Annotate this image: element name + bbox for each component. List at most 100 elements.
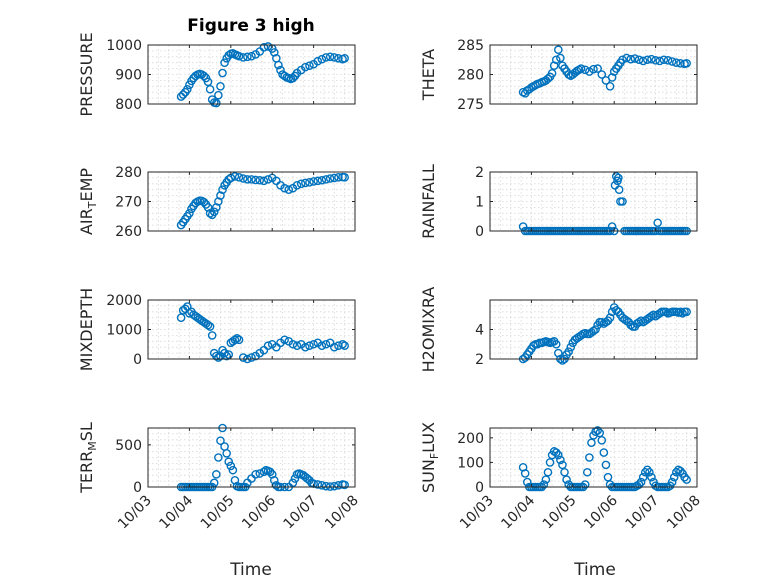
data-point <box>582 467 592 477</box>
data-point <box>183 84 192 94</box>
data-point <box>329 53 339 62</box>
subplot-5: 0 1000 2000 MIXDEPTH <box>77 288 356 371</box>
data-point <box>255 175 265 185</box>
data-point <box>597 317 607 327</box>
y-tick-label: 2000 <box>106 293 142 309</box>
data-point <box>667 477 677 487</box>
data-point <box>607 307 617 317</box>
data-point <box>207 331 217 340</box>
data-point <box>334 481 343 490</box>
data-point <box>247 175 256 184</box>
data-point <box>305 341 314 351</box>
axes-box <box>147 427 356 488</box>
series-markers <box>176 172 349 230</box>
data-point <box>643 55 652 65</box>
data-point <box>340 480 349 490</box>
data-point <box>176 313 186 323</box>
data-point <box>317 54 327 64</box>
data-point <box>214 90 223 100</box>
data-point <box>593 64 602 73</box>
data-point <box>587 438 596 448</box>
data-point <box>191 71 200 81</box>
data-point <box>209 478 219 488</box>
data-point <box>280 335 289 345</box>
data-point <box>251 175 260 185</box>
data-point <box>634 55 644 65</box>
data-point <box>595 428 605 438</box>
data-point <box>325 174 335 183</box>
data-point <box>218 68 227 78</box>
data-point <box>547 69 557 78</box>
data-point <box>539 480 549 489</box>
y-tick-label: 900 <box>115 68 142 84</box>
data-point <box>651 56 660 65</box>
data-point <box>541 475 551 484</box>
y-tick-label: 1000 <box>106 38 142 54</box>
data-point <box>543 467 553 477</box>
data-point <box>562 475 571 484</box>
data-point <box>334 341 343 351</box>
data-point <box>661 307 671 317</box>
data-point <box>589 326 598 336</box>
data-point <box>334 53 343 63</box>
data-point <box>199 197 209 207</box>
data-point <box>305 61 314 70</box>
y-tick-label: 800 <box>115 97 142 113</box>
x-axis-label-right: Time <box>573 560 616 580</box>
y-tick-label: 4 <box>475 323 484 339</box>
data-point <box>212 351 221 361</box>
data-point <box>622 53 631 63</box>
data-point <box>614 185 624 194</box>
data-point <box>222 448 231 458</box>
data-point <box>672 58 681 68</box>
data-point <box>618 55 627 65</box>
data-point <box>321 339 331 349</box>
data-point <box>329 173 339 183</box>
data-point <box>653 218 662 228</box>
y-tick-label: 500 <box>115 438 142 454</box>
data-point <box>216 82 225 91</box>
data-point <box>580 480 590 489</box>
data-point <box>329 481 339 491</box>
data-point <box>580 65 590 75</box>
y-tick-label: 280 <box>457 68 484 84</box>
data-point <box>216 436 225 445</box>
data-point <box>551 339 561 349</box>
data-point <box>340 53 349 63</box>
y-tick-label: 285 <box>457 38 484 54</box>
data-point <box>682 475 691 484</box>
data-point <box>309 339 318 349</box>
data-point <box>655 56 665 66</box>
data-point <box>614 173 623 183</box>
data-point <box>334 173 343 182</box>
data-point <box>676 466 685 476</box>
data-point <box>321 53 331 62</box>
data-point <box>238 53 248 62</box>
data-point <box>566 342 576 352</box>
data-point <box>638 56 648 66</box>
data-point <box>296 179 306 189</box>
data-point <box>220 58 229 68</box>
data-point <box>325 52 335 62</box>
data-point <box>338 339 347 349</box>
data-point <box>649 310 658 320</box>
data-point <box>618 197 627 206</box>
data-point <box>560 467 569 477</box>
data-point <box>340 341 349 351</box>
y-tick-label: 260 <box>115 224 142 240</box>
data-point <box>556 53 565 63</box>
data-point <box>321 481 331 491</box>
subplot-2: 275 280 285 THETA <box>419 38 698 113</box>
y-tick-label: 0 <box>133 352 142 368</box>
data-point <box>317 341 327 351</box>
data-point <box>522 477 532 487</box>
data-point <box>212 98 221 108</box>
y-tick-label: 280 <box>115 165 142 181</box>
y-axis-label: SUNFLUX <box>419 422 441 493</box>
data-point <box>680 472 689 482</box>
data-point <box>643 465 652 475</box>
subplot-3: 260 270 280 AIRTEMP <box>77 165 356 240</box>
data-point <box>636 477 646 487</box>
data-point <box>212 470 221 479</box>
